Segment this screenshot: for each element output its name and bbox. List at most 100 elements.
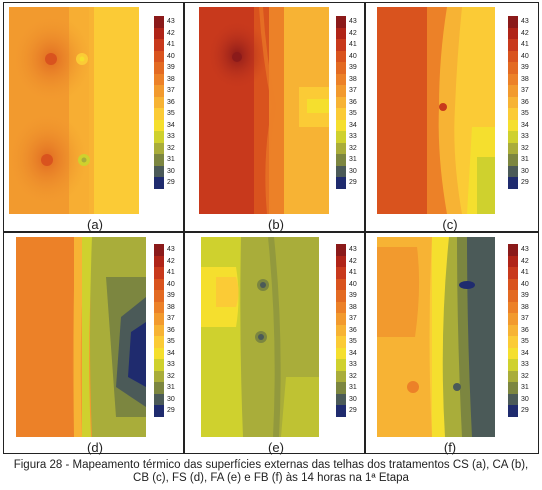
colorbar-swatch	[154, 313, 164, 325]
colorbar-tick-label: 32	[521, 144, 529, 152]
colorbar-tick-label: 39	[521, 292, 529, 299]
colorbar-swatch	[154, 16, 164, 28]
colorbar-tick-label: 33	[167, 133, 175, 140]
colorbar-swatch	[154, 142, 164, 155]
colorbar-swatch	[508, 108, 518, 120]
colorbar-tick-label: 42	[349, 29, 357, 37]
colorbar-swatch	[154, 324, 164, 337]
colorbar-swatch	[336, 359, 346, 371]
panel-c-label: (c)	[442, 217, 458, 232]
colorbar-tick-label: 39	[349, 292, 357, 299]
colorbar-tick-label: 32	[167, 144, 175, 152]
colorbar-swatch	[154, 405, 164, 417]
colorbar-tick-label: 41	[521, 269, 529, 276]
colorbar-tick-label: 43	[349, 246, 357, 253]
colorbar-swatch	[336, 96, 346, 109]
colorbar-swatch	[336, 73, 346, 86]
colorbar-swatch	[336, 142, 346, 155]
colorbar-swatch	[336, 255, 346, 268]
colorbar-tick-label: 38	[521, 303, 529, 311]
colorbar-tick-label: 40	[521, 280, 529, 288]
colorbar-tick-label: 29	[521, 407, 529, 414]
colorbar-swatch	[336, 313, 346, 325]
colorbar-tick-label: 41	[349, 41, 357, 48]
colorbar-swatch	[508, 131, 518, 143]
colorbar-swatch	[336, 165, 346, 178]
colorbar-swatch	[508, 39, 518, 51]
colorbar-tick-label: 33	[167, 361, 175, 368]
colorbar-tick-label: 35	[349, 110, 357, 117]
colorbar-swatch	[154, 165, 164, 178]
colorbar-swatch	[508, 382, 518, 394]
colorbar-swatch	[154, 347, 164, 360]
colorbar-swatch	[508, 177, 518, 189]
colorbar-tick-label: 34	[521, 121, 529, 129]
colorbar-swatch	[154, 336, 164, 348]
colorbar-swatch	[508, 244, 518, 256]
colorbar-tick-label: 32	[349, 144, 357, 152]
colorbar-swatch	[508, 359, 518, 371]
colorbar-tick-label: 41	[167, 269, 175, 276]
colorbar-swatch	[336, 154, 346, 166]
colorbar-tick-label: 34	[349, 121, 357, 129]
colorbar-swatch	[154, 96, 164, 109]
colorbar-tick-label: 36	[521, 326, 529, 334]
colorbar-tick-label: 42	[167, 29, 175, 37]
colorbar-tick-label: 30	[349, 167, 357, 175]
colorbar-tick-label: 41	[521, 41, 529, 48]
colorbar-tick-label: 31	[349, 156, 357, 163]
colorbar-swatch	[336, 324, 346, 337]
colorbar-tick-label: 38	[167, 303, 175, 311]
colorbar-tick-label: 42	[167, 257, 175, 265]
colorbar-tick-label: 33	[521, 361, 529, 368]
panel-d-label: (d)	[87, 440, 103, 455]
colorbar-tick-label: 29	[167, 179, 175, 186]
colorbar-tick-label: 42	[521, 29, 529, 37]
colorbar-swatch	[336, 85, 346, 97]
colorbar-tick-label: 39	[349, 64, 357, 71]
colorbar-tick-label: 37	[521, 87, 529, 94]
colorbar-tick-label: 35	[167, 110, 175, 117]
colorbar-swatch	[154, 62, 164, 74]
colorbar-swatch	[154, 39, 164, 51]
colorbar-tick-label: 36	[349, 326, 357, 334]
colorbar-swatch	[154, 73, 164, 86]
colorbar-swatch	[508, 405, 518, 417]
colorbar-swatch	[336, 278, 346, 291]
panel-f-label: (f)	[443, 440, 457, 455]
colorbar-tick-label: 33	[349, 361, 357, 368]
colorbar-tick-label: 34	[521, 349, 529, 357]
heatmap-a	[9, 7, 139, 214]
colorbar-tick-label: 31	[521, 384, 529, 391]
colorbar-tick-label: 34	[349, 349, 357, 357]
colorbar-swatch	[508, 370, 518, 383]
colorbar-tick-label: 39	[167, 292, 175, 299]
colorbar-tick-label: 38	[167, 75, 175, 83]
colorbar-swatch	[154, 154, 164, 166]
colorbar-swatch	[508, 267, 518, 279]
colorbar-tick-label: 37	[167, 87, 175, 94]
colorbar-swatch	[336, 336, 346, 348]
colorbar-swatch	[508, 154, 518, 166]
colorbar-tick-label: 41	[167, 41, 175, 48]
colorbar-tick-label: 31	[521, 156, 529, 163]
colorbar-swatch	[154, 131, 164, 143]
colorbar-swatch	[508, 301, 518, 314]
colorbar-tick-label: 30	[349, 395, 357, 403]
colorbar-swatch	[154, 119, 164, 132]
colorbar-tick-label: 43	[521, 246, 529, 253]
colorbar-swatch	[154, 108, 164, 120]
colorbar-tick-label: 38	[521, 75, 529, 83]
colorbar-swatch	[336, 382, 346, 394]
colorbar-tick-label: 31	[349, 384, 357, 391]
colorbar-swatch	[154, 290, 164, 302]
colorbar-tick-label: 35	[521, 110, 529, 117]
colorbar-tick-label: 29	[349, 407, 357, 414]
colorbar-tick-label: 30	[167, 167, 175, 175]
colorbar-tick-label: 30	[167, 395, 175, 403]
colorbar-swatch	[508, 62, 518, 74]
colorbar-swatch	[508, 96, 518, 109]
colorbar-swatch	[508, 347, 518, 360]
colorbar-tick-label: 33	[349, 133, 357, 140]
colorbar-tick-label: 31	[167, 156, 175, 163]
